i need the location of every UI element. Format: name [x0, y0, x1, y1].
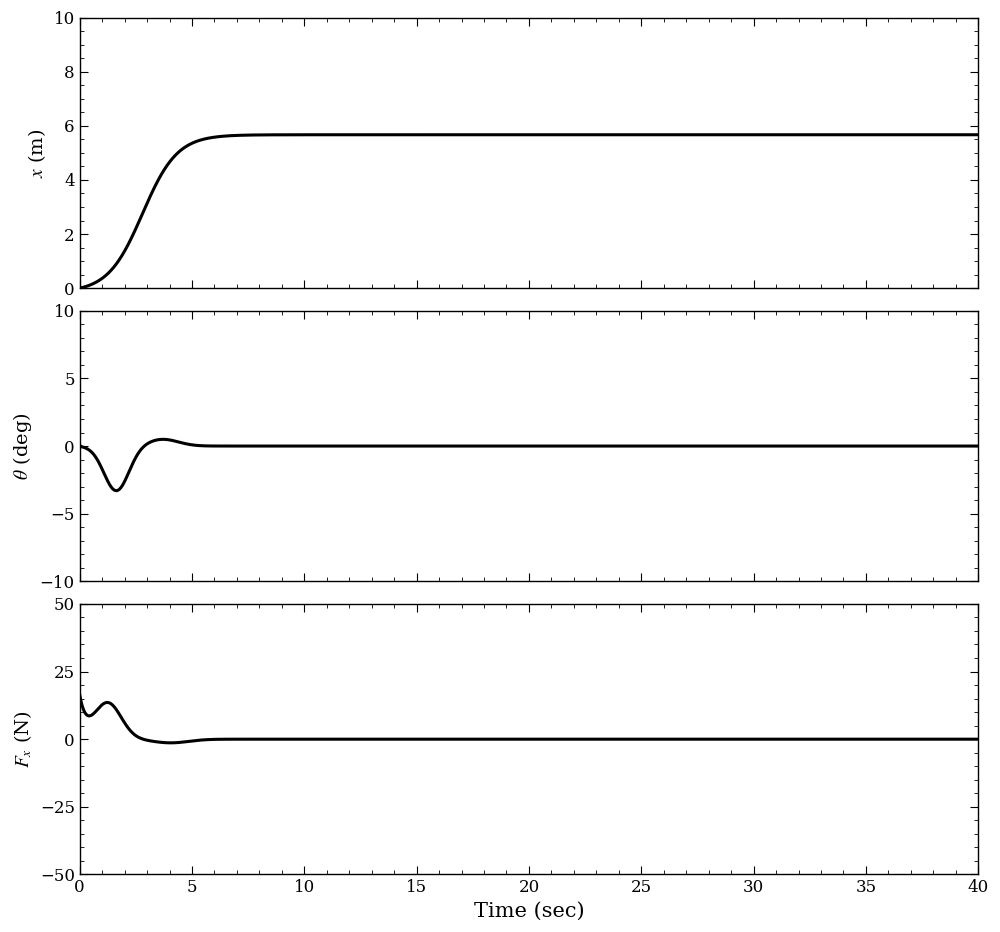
X-axis label: Time (sec): Time (sec) [474, 902, 584, 921]
Y-axis label: $F_x$ (N): $F_x$ (N) [12, 710, 34, 768]
Y-axis label: $x$ (m): $x$ (m) [26, 129, 48, 178]
Y-axis label: $\theta$ (deg): $\theta$ (deg) [11, 412, 34, 480]
